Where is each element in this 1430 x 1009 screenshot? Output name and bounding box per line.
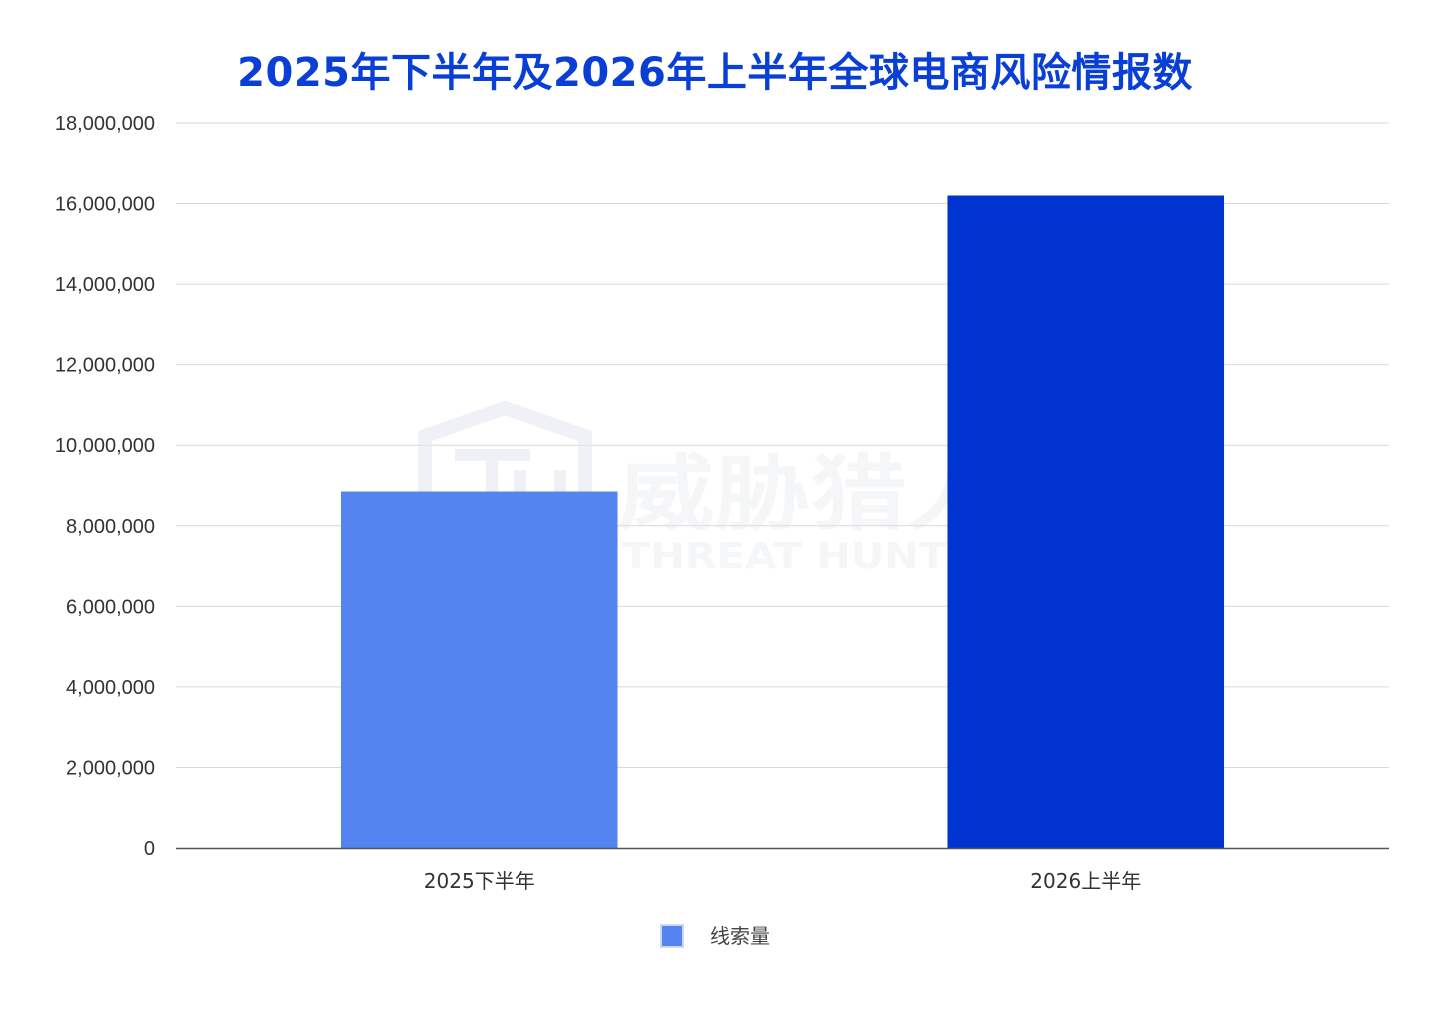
y-tick-label: 4,000,000 [66, 677, 155, 699]
legend-label-series-1: 线索量 [710, 924, 770, 948]
y-axis-ticks: 0 2,000,000 4,000,000 6,000,000 8,000,000 10,… [55, 113, 155, 860]
y-tick-label: 12,000,000 [55, 355, 155, 377]
y-tick-label: 16,000,000 [55, 194, 155, 216]
chart-title: 2025年下半年及2026年上半年全球电商风险情报数 [237, 50, 1193, 96]
y-tick-label: 18,000,000 [55, 113, 155, 135]
y-tick-label: 14,000,000 [55, 274, 155, 296]
y-tick-label: 6,000,000 [66, 596, 155, 618]
x-category-label: 2025下半年 [424, 869, 535, 893]
legend-swatch [660, 924, 684, 948]
y-tick-label: 2,000,000 [66, 757, 155, 779]
legend: 线索量 [660, 924, 770, 948]
watermark-cn: 威胁猎人 [618, 447, 1003, 542]
y-tick-label: 8,000,000 [66, 516, 155, 538]
bar-1 [340, 491, 618, 848]
y-tick-label: 0 [144, 838, 155, 860]
x-axis-categories: 2025下半年 2026上半年 [424, 869, 1141, 893]
bar-2 [947, 195, 1225, 848]
watermark-en: THREAT HUNTER [622, 536, 1007, 577]
bars [340, 195, 1225, 848]
x-category-label: 2026上半年 [1030, 869, 1141, 893]
y-tick-label: 10,000,000 [55, 435, 155, 457]
